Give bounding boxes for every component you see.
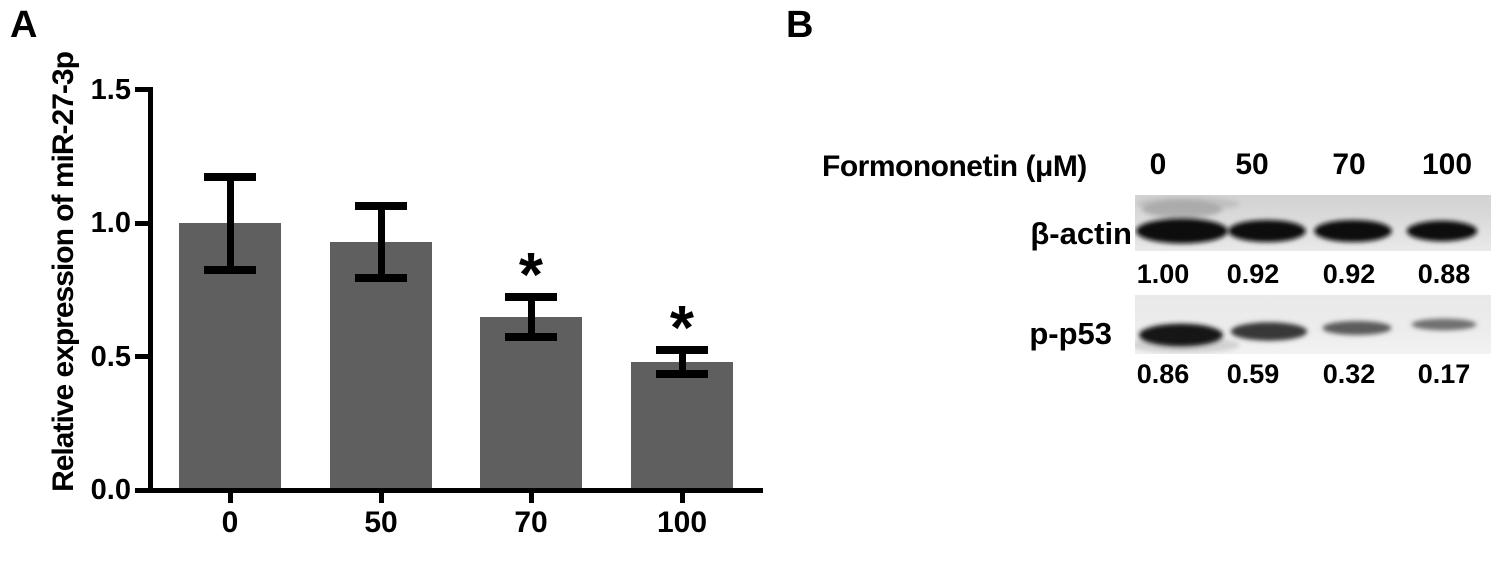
error-bar-cap-bottom [355,273,407,282]
error-bar-cap-bottom [505,332,557,341]
x-tick [679,492,685,503]
blot-image-p-p53 [1135,295,1491,354]
dose-header-50: 50 [1235,148,1269,181]
band-value-p53: 0.59 [1226,359,1280,389]
x-tick-label: 70 [514,506,548,539]
blot-band [1411,318,1477,331]
blot-band [1136,197,1240,211]
y-tick-label: 0.5 [90,340,131,373]
significance-asterisk: * [669,293,695,363]
dose-header-100: 100 [1421,148,1473,181]
x-tick-label: 0 [221,506,239,539]
y-tick-label: 1.0 [90,207,131,240]
blot-band [1406,220,1478,242]
y-tick-label: 0.0 [90,474,131,506]
blot-band [1322,320,1392,336]
band-value-actin: 0.88 [1417,259,1471,289]
error-bar-stem [226,172,234,274]
blot-label-beta-actin: β-actin [1030,216,1132,251]
error-bar-stem [678,345,686,378]
bar-70 [480,316,582,490]
band-value-actin: 1.00 [1136,259,1190,289]
x-tick-label: 50 [364,506,398,539]
error-bar-stem [377,201,385,282]
y-tick [135,354,148,360]
error-bar-cap-top [656,345,708,354]
panel-a-label: A [10,4,38,46]
band-value-p53: 0.86 [1136,359,1190,389]
y-tick [135,87,148,93]
band-value-actin: 0.92 [1322,259,1376,289]
band-value-p53: 0.32 [1322,359,1376,389]
error-bar-cap-top [355,201,407,210]
y-tick-label: 1.5 [90,73,131,106]
treatment-label: Formononetin (μM) [822,150,1087,183]
blot-band [1136,218,1228,244]
blot-band [1138,323,1224,347]
bar-50 [330,241,432,490]
x-axis-line [148,488,763,493]
blot-image-beta-actin [1135,195,1491,251]
y-axis-line [148,87,153,493]
error-bar-stem [527,292,535,341]
blot-band [1314,219,1392,243]
x-tick-label: 100 [656,506,708,539]
error-bar-cap-top [505,292,557,301]
band-value-actin: 0.92 [1226,259,1280,289]
x-tick [227,492,233,503]
error-bar-cap-bottom [656,369,708,378]
panel-b-label: B [786,4,814,46]
band-value-p53: 0.17 [1417,359,1471,389]
significance-asterisk: * [518,240,544,310]
x-tick [378,492,384,503]
y-tick [135,487,148,493]
blot-band [1230,322,1308,341]
x-tick [528,492,534,503]
error-bar-cap-top [204,172,256,181]
error-bar-cap-bottom [204,265,256,274]
y-tick [135,220,148,226]
blot-label-p-p53: p-p53 [1029,316,1112,351]
dose-header-70: 70 [1332,148,1366,181]
blot-band [1228,219,1306,243]
bar-100 [631,361,733,490]
dose-header-0: 0 [1149,148,1167,181]
